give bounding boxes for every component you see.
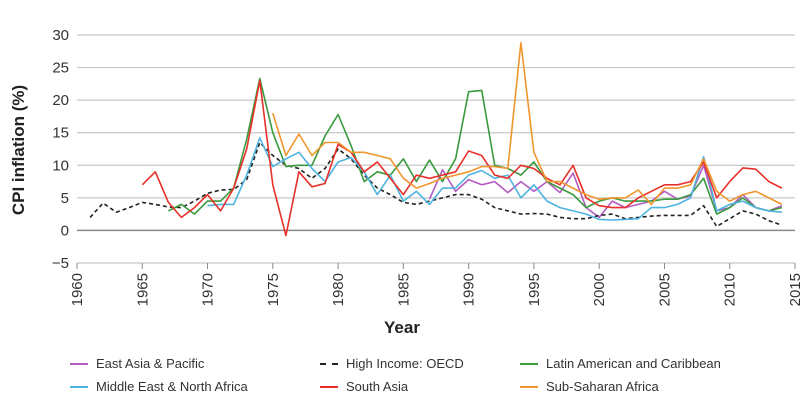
x-tick-label: 2005 (656, 273, 673, 306)
legend-swatch (70, 385, 88, 388)
y-tick-label: 15 (52, 125, 69, 142)
legend-item: Sub-Saharan Africa (520, 379, 780, 394)
legend-label: High Income: OECD (346, 356, 464, 371)
legend: East Asia & Pacific High Income: OECD Lati… (70, 356, 810, 394)
legend-item: Latin American and Caribbean (520, 356, 780, 371)
series-line-middle-east-north-africa (207, 137, 782, 221)
x-tick-label: 1965 (134, 273, 151, 306)
legend-swatch (70, 362, 88, 365)
legend-swatch (520, 362, 538, 365)
legend-swatch (520, 385, 538, 388)
y-tick-label: 25 (52, 60, 69, 77)
series-line-latin-american-and-caribbean (168, 77, 783, 215)
y-tick-label: 0 (61, 222, 69, 239)
legend-item: East Asia & Pacific (70, 356, 320, 371)
chart-svg: −5 0 5 10 15 20 25 30 1960 1965 1970 1975 1980 1985 19… (9, 27, 804, 337)
legend-label: Latin American and Caribbean (546, 356, 721, 371)
y-tick-label: −5 (52, 255, 69, 272)
series-line-sub-saharan-africa (272, 41, 783, 206)
x-axis-label: Year (384, 318, 420, 337)
y-tick-label: 5 (61, 190, 69, 207)
x-tick-label: 1975 (265, 273, 282, 306)
series-line-south-asia (141, 79, 783, 237)
legend-label: Middle East & North Africa (96, 379, 248, 394)
y-tick-label: 20 (52, 92, 69, 109)
x-tick-label: 1960 (69, 273, 86, 306)
series-line-east-asia-pacific (428, 164, 783, 219)
x-tick-label: 1980 (330, 273, 347, 306)
legend-label: East Asia & Pacific (96, 356, 205, 371)
legend-label: Sub-Saharan Africa (546, 379, 659, 394)
x-tick-label: 1970 (200, 273, 217, 306)
legend-label: South Asia (346, 379, 409, 394)
y-tick-label: 10 (52, 157, 69, 174)
legend-item: High Income: OECD (320, 356, 520, 371)
x-tick-label: 1985 (395, 273, 412, 306)
y-tick-label: 30 (52, 27, 69, 44)
series-line-high-income-oecd (89, 141, 783, 228)
legend-item: Middle East & North Africa (70, 379, 320, 394)
x-tick-label: 1995 (526, 273, 543, 306)
x-tick-label: 1990 (461, 273, 478, 306)
legend-swatch (320, 385, 338, 388)
x-tick-label: 2000 (591, 273, 608, 306)
y-axis-label: CPI inflation (%) (9, 85, 28, 215)
legend-item: South Asia (320, 379, 520, 394)
x-tick-label: 2010 (722, 273, 739, 306)
x-tick-label: 2015 (787, 273, 804, 306)
legend-swatch (320, 362, 338, 365)
